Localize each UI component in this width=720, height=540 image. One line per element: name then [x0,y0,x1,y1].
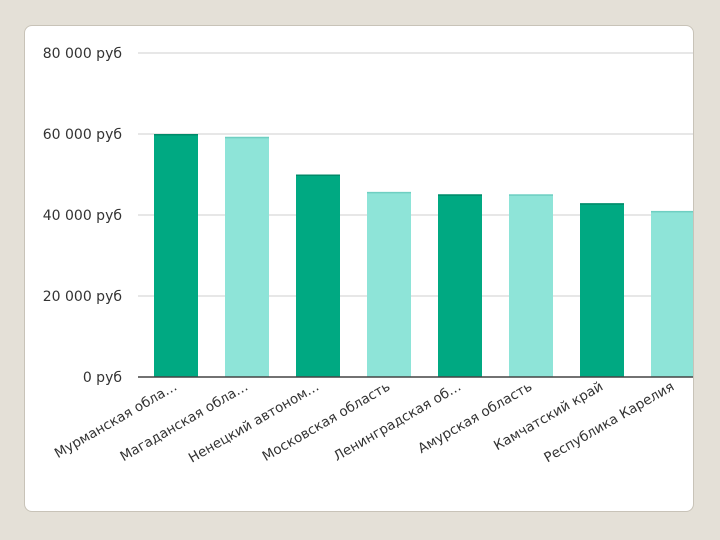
y-tick-label: 0 руб [83,370,122,386]
bar [438,194,482,377]
bar [225,136,269,377]
x-tick-label: Амурская область [415,379,535,457]
x-tick-label: Мурманская обла… [52,379,180,462]
y-axis-tick-labels: 0 руб 20 000 руб 40 000 руб 60 000 руб 80 00… [43,46,122,386]
bar-top-edge [509,194,553,196]
bar-top-edge [438,194,482,196]
bar-rect [225,136,269,377]
bar [651,210,693,377]
bar-top-edge [296,174,340,176]
chart-card: 0 руб 20 000 руб 40 000 руб 60 000 руб 80 00… [24,25,694,512]
bar-rect [438,194,482,377]
bar [367,191,411,377]
bar-top-edge [651,210,693,213]
y-tick-label: 60 000 руб [43,127,122,143]
y-tick-label: 20 000 руб [43,289,122,305]
y-tick-label: 40 000 руб [43,208,122,224]
bar-rect [580,203,624,377]
bars [154,134,693,377]
bar-rect [509,194,553,377]
x-tick-label: Московская область [260,379,393,465]
x-tick-label: Республика Карелия [541,379,677,467]
bar-top-edge [225,136,269,139]
x-tick-label: Ленинградская об… [331,379,464,465]
bar-rect [296,174,340,377]
bar [509,194,553,377]
bar [154,134,198,377]
y-tick-label: 80 000 руб [43,46,122,62]
bar-rect [154,134,198,377]
bar-top-edge [154,134,198,136]
x-tick-label: Ненецкий автоном… [186,379,322,467]
bar [580,203,624,377]
bar-chart: 0 руб 20 000 руб 40 000 руб 60 000 руб 80 00… [43,46,693,467]
bar-rect [651,210,693,377]
bar [296,174,340,377]
bar-top-edge [580,203,624,205]
bar-rect [367,191,411,377]
x-tick-label: Магаданская обла… [117,379,251,465]
x-axis-category-labels: Мурманская обла…Магаданская обла…Ненецки… [52,379,677,467]
bar-top-edge [367,191,411,194]
